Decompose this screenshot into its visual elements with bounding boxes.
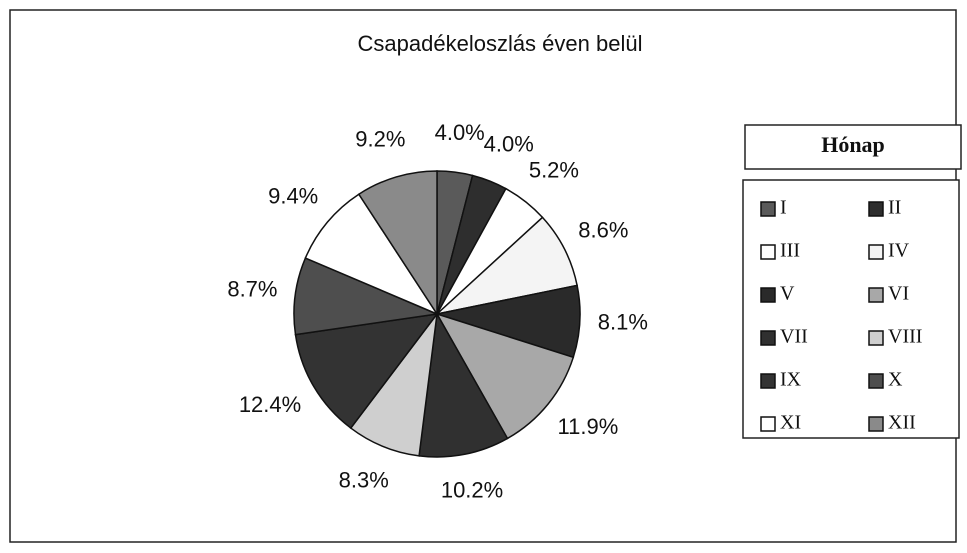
data-label: 8.7% (227, 277, 277, 302)
data-label: 9.2% (355, 126, 405, 151)
pie-slice (418, 311, 509, 458)
legend-label: III (780, 240, 800, 262)
legend-swatch (760, 416, 776, 432)
data-label: 5.2% (529, 157, 579, 182)
legend-swatch (868, 373, 884, 389)
legend-swatch (868, 287, 884, 303)
pie-slice (304, 193, 439, 316)
legend-label: I (780, 197, 787, 219)
legend-swatch (868, 416, 884, 432)
legend-swatch (868, 244, 884, 260)
legend-label: V (780, 283, 795, 305)
legend-swatch (760, 287, 776, 303)
data-label: 8.6% (578, 218, 628, 243)
pie-slice (357, 170, 438, 317)
legend-title-box (744, 124, 962, 170)
legend-swatch (868, 330, 884, 346)
legend-label: IV (888, 240, 910, 262)
pie-slice (294, 312, 439, 430)
data-label: 4.0% (435, 120, 485, 145)
legend-label: XI (780, 412, 801, 434)
pie-slice (435, 312, 575, 440)
data-label: 12.4% (239, 392, 301, 417)
data-label: 11.9% (558, 414, 619, 439)
data-label: 9.4% (268, 184, 318, 209)
chart-title: Csapadékeloszlás éven belül (358, 31, 643, 56)
legend-label: XII (888, 412, 916, 434)
legend-swatch (760, 373, 776, 389)
legend-title: Hónap (821, 132, 885, 157)
legend-label: VIII (888, 326, 922, 348)
legend-swatch (760, 201, 776, 217)
legend-box (742, 179, 960, 439)
data-label: 4.0% (484, 132, 534, 157)
legend-label: IX (780, 369, 802, 391)
data-label: 8.1% (598, 309, 648, 334)
legend-label: VII (780, 326, 808, 348)
legend-swatch (760, 330, 776, 346)
data-label: 8.3% (339, 467, 389, 492)
legend-label: VI (888, 283, 909, 305)
data-label: 10.2% (441, 477, 503, 502)
legend-label: X (888, 369, 903, 391)
legend-swatch (760, 244, 776, 260)
legend-swatch (868, 201, 884, 217)
legend-label: II (888, 197, 901, 219)
